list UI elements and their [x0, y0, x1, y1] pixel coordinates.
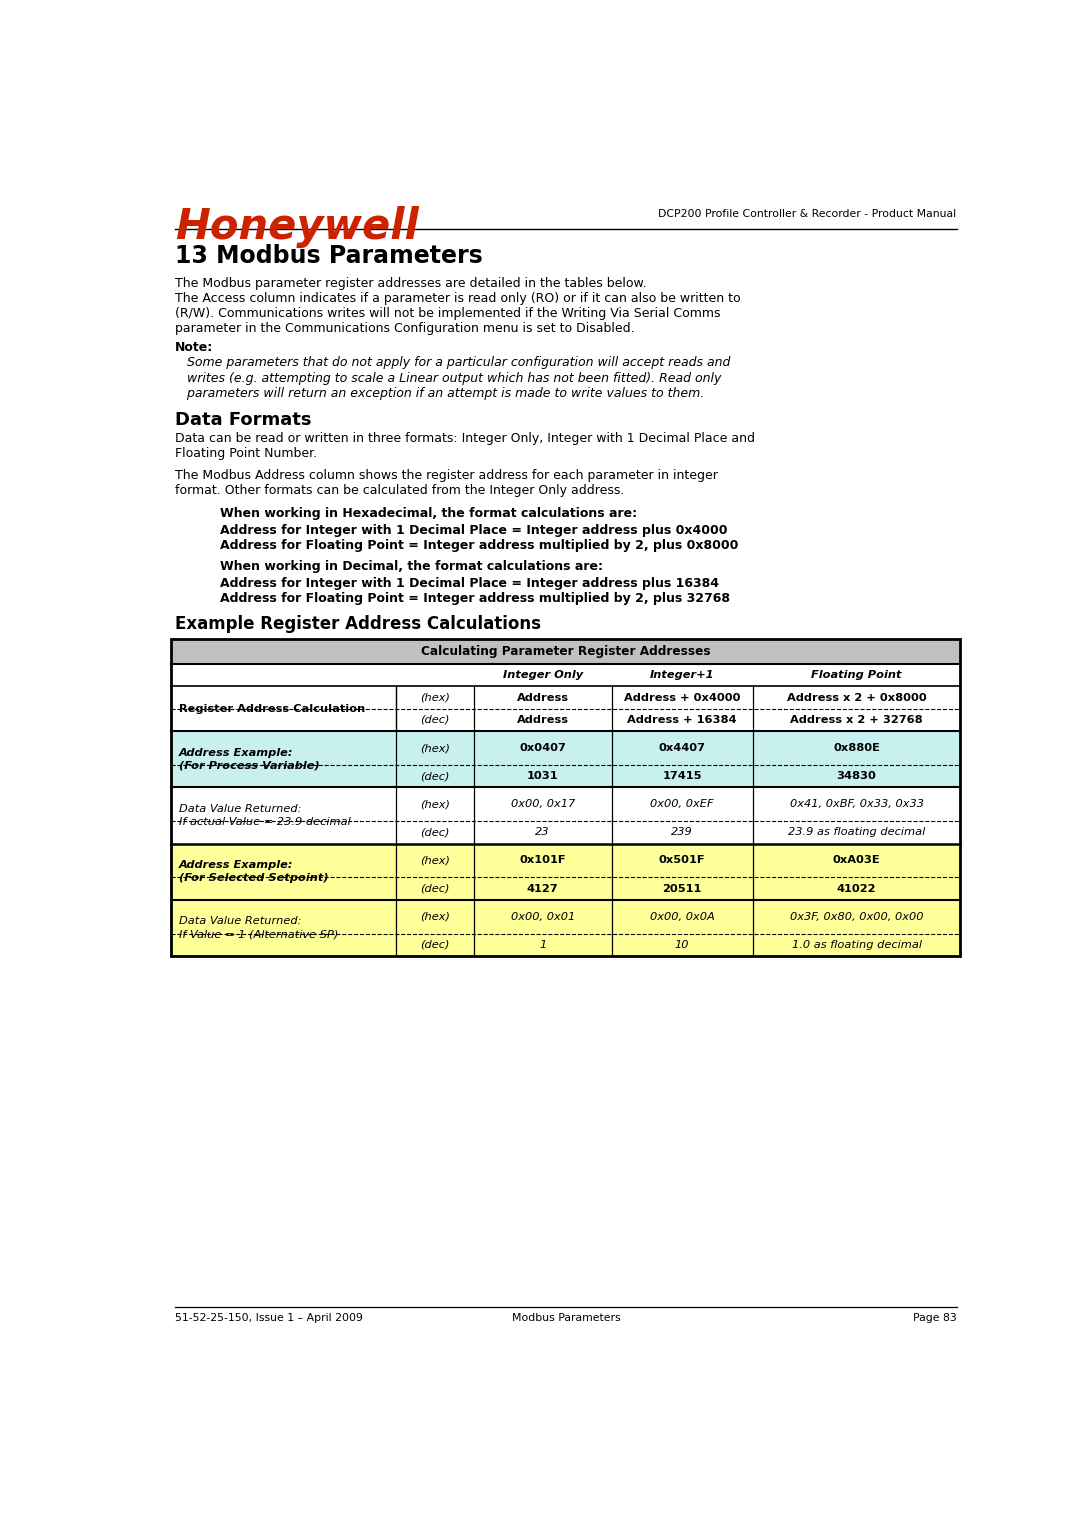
Text: Address x 2 + 0x8000: Address x 2 + 0x8000 [786, 693, 927, 702]
Text: 20511: 20511 [662, 884, 702, 893]
Bar [172, 640, 960, 664]
Bar [172, 822, 960, 843]
Text: 1: 1 [539, 939, 546, 950]
Text: Honeywell: Honeywell [175, 206, 419, 247]
Text: (hex): (hex) [420, 744, 450, 753]
Text: 0x41, 0xBF, 0x33, 0x33: 0x41, 0xBF, 0x33, 0x33 [789, 799, 923, 809]
Bar [172, 640, 960, 956]
Text: Address for Floating Point = Integer address multiplied by 2, plus 0x8000: Address for Floating Point = Integer add… [220, 539, 739, 551]
Text: 0x101F: 0x101F [519, 855, 566, 866]
Bar [172, 709, 960, 731]
Text: The Modbus parameter register addresses are detailed in the tables below.: The Modbus parameter register addresses … [175, 278, 647, 290]
Bar [172, 687, 960, 709]
Text: Address: Address [516, 693, 569, 702]
Text: (dec): (dec) [420, 771, 449, 782]
Text: The Access column indicates if a parameter is read only (RO) or if it can also b: The Access column indicates if a paramet… [175, 292, 741, 305]
Text: Page 83: Page 83 [913, 1313, 957, 1322]
Text: (R/W). Communications writes will not be implemented if the Writing Via Serial C: (R/W). Communications writes will not be… [175, 307, 720, 321]
Text: format. Other formats can be calculated from the Integer Only address.: format. Other formats can be calculated … [175, 484, 624, 498]
Text: 239: 239 [672, 828, 693, 837]
Bar [172, 933, 960, 956]
Text: Address Example:
(For Process Variable): Address Example: (For Process Variable) [179, 748, 320, 771]
Bar [172, 765, 960, 788]
Text: 1031: 1031 [527, 771, 558, 782]
Text: parameter in the Communications Configuration menu is set to Disabled.: parameter in the Communications Configur… [175, 322, 635, 336]
Text: Register Address Calculation: Register Address Calculation [179, 704, 365, 713]
Text: parameters will return an exception if an attempt is made to write values to the: parameters will return an exception if a… [175, 386, 704, 400]
Text: (dec): (dec) [420, 828, 449, 837]
Text: Integer Only: Integer Only [502, 670, 583, 680]
Bar [172, 843, 960, 878]
Text: Data can be read or written in three formats: Integer Only, Integer with 1 Decim: Data can be read or written in three for… [175, 432, 755, 444]
Text: 13 Modbus Parameters: 13 Modbus Parameters [175, 244, 483, 269]
Text: Address for Integer with 1 Decimal Place = Integer address plus 16384: Address for Integer with 1 Decimal Place… [220, 577, 719, 589]
Text: Data Value Returned:
If actual Value = 23.9 decimal: Data Value Returned: If actual Value = 2… [179, 805, 351, 826]
Text: (hex): (hex) [420, 799, 450, 809]
Text: 23: 23 [536, 828, 550, 837]
Text: Address for Floating Point = Integer address multiplied by 2, plus 32768: Address for Floating Point = Integer add… [220, 592, 730, 605]
Text: 51-52-25-150, Issue 1 – April 2009: 51-52-25-150, Issue 1 – April 2009 [175, 1313, 363, 1322]
Text: 0x00, 0x17: 0x00, 0x17 [511, 799, 575, 809]
Text: 0x501F: 0x501F [659, 855, 705, 866]
Text: (hex): (hex) [420, 912, 450, 922]
Text: 17415: 17415 [662, 771, 702, 782]
Text: 0x880E: 0x880E [833, 744, 880, 753]
Text: Note:: Note: [175, 341, 214, 354]
Text: Address x 2 + 32768: Address x 2 + 32768 [791, 715, 922, 725]
Text: Data Formats: Data Formats [175, 411, 312, 429]
Text: 0x00, 0xEF: 0x00, 0xEF [650, 799, 714, 809]
Text: Address: Address [516, 715, 569, 725]
Text: Address + 0x4000: Address + 0x4000 [624, 693, 741, 702]
Text: Calculating Parameter Register Addresses: Calculating Parameter Register Addresses [421, 646, 711, 658]
Text: Some parameters that do not apply for a particular configuration will accept rea: Some parameters that do not apply for a … [175, 356, 731, 370]
Text: (hex): (hex) [420, 693, 450, 702]
Text: Floating Point Number.: Floating Point Number. [175, 446, 318, 460]
Text: DCP200 Profile Controller & Recorder - Product Manual: DCP200 Profile Controller & Recorder - P… [659, 209, 957, 220]
Text: (dec): (dec) [420, 884, 449, 893]
Text: 41022: 41022 [837, 884, 876, 893]
Text: Address for Integer with 1 Decimal Place = Integer address plus 0x4000: Address for Integer with 1 Decimal Place… [220, 524, 728, 538]
Text: writes (e.g. attempting to scale a Linear output which has not been fitted). Rea: writes (e.g. attempting to scale a Linea… [175, 371, 721, 385]
Text: (dec): (dec) [420, 939, 449, 950]
Bar [172, 899, 960, 933]
Text: Integer+1: Integer+1 [650, 670, 714, 680]
Text: 0x3F, 0x80, 0x00, 0x00: 0x3F, 0x80, 0x00, 0x00 [789, 912, 923, 922]
Text: 1.0 as floating decimal: 1.0 as floating decimal [792, 939, 921, 950]
Text: (dec): (dec) [420, 715, 449, 725]
Text: Data Value Returned:
If Value = 1 (Alternative SP): Data Value Returned: If Value = 1 (Alter… [179, 916, 338, 939]
Text: 4127: 4127 [527, 884, 558, 893]
Text: (hex): (hex) [420, 855, 450, 866]
Text: 10: 10 [675, 939, 689, 950]
Text: 23.9 as floating decimal: 23.9 as floating decimal [788, 828, 926, 837]
Text: 0x00, 0x01: 0x00, 0x01 [511, 912, 575, 922]
Text: 0x4407: 0x4407 [659, 744, 705, 753]
Text: 0x0407: 0x0407 [519, 744, 566, 753]
Text: When working in Hexadecimal, the format calculations are:: When working in Hexadecimal, the format … [220, 507, 637, 521]
Text: Example Register Address Calculations: Example Register Address Calculations [175, 615, 541, 632]
Text: 0x00, 0x0A: 0x00, 0x0A [650, 912, 715, 922]
Text: When working in Decimal, the format calculations are:: When working in Decimal, the format calc… [220, 560, 604, 573]
Text: 34830: 34830 [837, 771, 877, 782]
Bar [172, 731, 960, 765]
Text: The Modbus Address column shows the register address for each parameter in integ: The Modbus Address column shows the regi… [175, 469, 718, 483]
Bar [172, 664, 960, 687]
Bar [172, 878, 960, 899]
Bar [172, 788, 960, 822]
Text: Address + 16384: Address + 16384 [627, 715, 737, 725]
Text: Floating Point: Floating Point [811, 670, 902, 680]
Text: Address Example:
(For Selected Setpoint): Address Example: (For Selected Setpoint) [179, 860, 328, 883]
Text: Modbus Parameters: Modbus Parameters [512, 1313, 620, 1322]
Text: 0xA03E: 0xA03E [833, 855, 880, 866]
